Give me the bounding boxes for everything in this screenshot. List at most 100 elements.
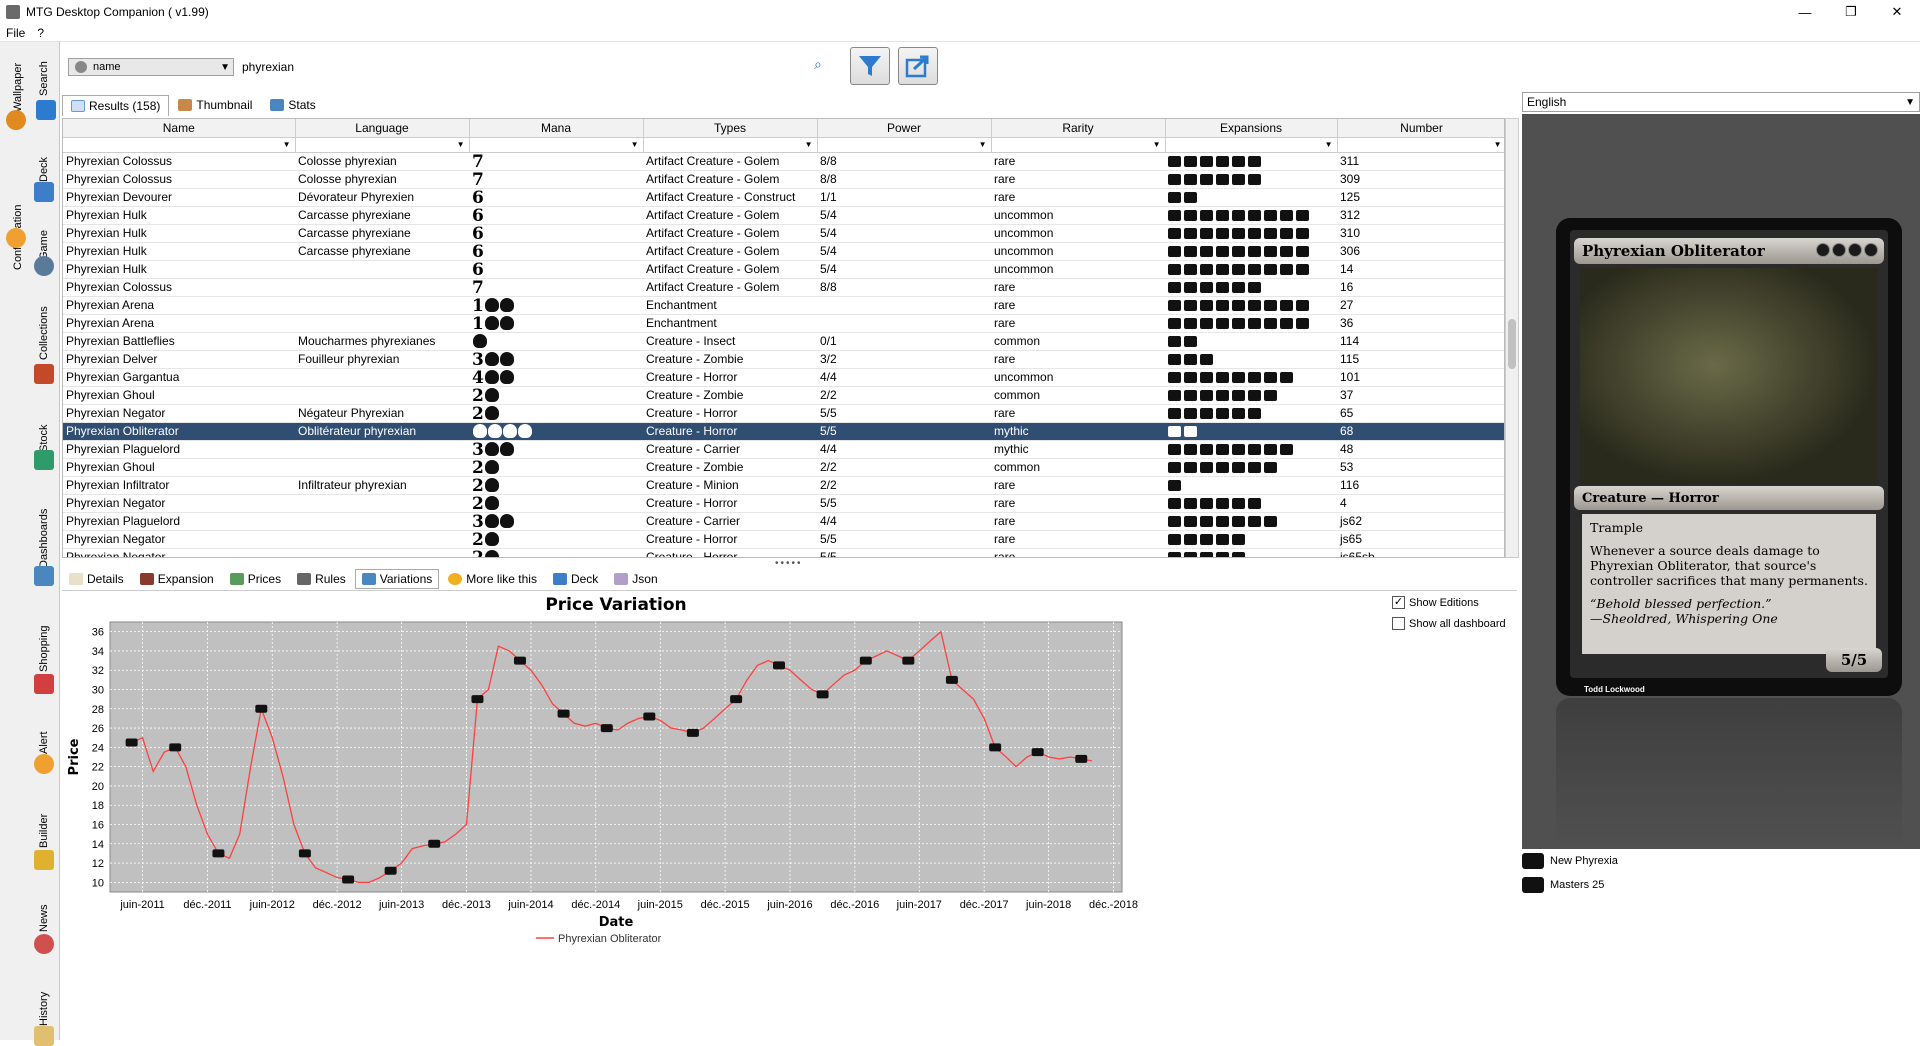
- results-table[interactable]: Name Language Mana Types Power Rarity Ex…: [62, 118, 1505, 558]
- tab-more-like-this[interactable]: More like this: [441, 569, 544, 589]
- export-button[interactable]: [898, 47, 938, 85]
- show-all-dashboard-checkbox[interactable]: Show all dashboard: [1392, 617, 1522, 630]
- nav-tab-history[interactable]: History: [38, 991, 50, 1026]
- table-row[interactable]: Phyrexian Arena 1 Enchantment rare 27: [63, 296, 1504, 315]
- edition-marker-icon: [169, 743, 182, 752]
- menu-file[interactable]: File: [6, 25, 26, 40]
- col-types[interactable]: Types: [643, 119, 818, 138]
- tab-details[interactable]: Details: [62, 569, 131, 589]
- minimize-button[interactable]: —: [1798, 4, 1812, 20]
- nav-tab-wallpaper[interactable]: Wallpaper: [12, 62, 24, 112]
- table-scrollbar[interactable]: [1505, 118, 1519, 558]
- maximize-button[interactable]: ❐: [1845, 4, 1857, 19]
- prices-icon: [229, 573, 244, 585]
- close-button[interactable]: ✕: [1891, 4, 1903, 19]
- cell-rarity: rare: [991, 278, 1165, 297]
- set-symbol-icon: [1168, 192, 1181, 204]
- filter-expansions[interactable]: ▼: [1165, 137, 1338, 153]
- col-rarity[interactable]: Rarity: [991, 119, 1166, 138]
- nav-tab-game[interactable]: Game: [38, 230, 50, 260]
- col-number[interactable]: Number: [1337, 119, 1504, 138]
- cell-number: js62: [1337, 512, 1504, 531]
- show-editions-checkbox[interactable]: ✓ Show Editions: [1392, 596, 1522, 609]
- nav-tab-alert[interactable]: Alert: [38, 731, 50, 754]
- filter-button[interactable]: [850, 47, 890, 85]
- tab-stats[interactable]: Stats: [261, 94, 324, 116]
- table-row[interactable]: Phyrexian Negator 2 Creature - Horror 5/5 ra…: [63, 530, 1504, 549]
- table-row[interactable]: Phyrexian Battleflies Moucharmes phyrexia…: [63, 332, 1504, 351]
- checkbox-checked: ✓: [1392, 596, 1405, 609]
- filter-name[interactable]: ▼: [63, 137, 296, 153]
- filter-types[interactable]: ▼: [643, 137, 818, 153]
- col-language[interactable]: Language: [295, 119, 470, 138]
- mana-generic: 3: [472, 512, 484, 530]
- nav-tab-dashboards[interactable]: Dashboards: [38, 508, 50, 568]
- table-row[interactable]: Phyrexian Arena 1 Enchantment rare 36: [63, 314, 1504, 333]
- table-row[interactable]: Phyrexian Plaguelord 3 Creature - Carrier 4…: [63, 512, 1504, 531]
- cell-number: 14: [1337, 260, 1504, 279]
- edition-item[interactable]: Masters 25: [1522, 873, 1920, 897]
- tab-rules[interactable]: Rules: [290, 569, 353, 589]
- col-power[interactable]: Power: [817, 119, 992, 138]
- nav-tab-search[interactable]: Search: [38, 61, 50, 96]
- nav-tab-configuration[interactable]: Configuration: [12, 150, 24, 270]
- filter-rarity[interactable]: ▼: [991, 137, 1166, 153]
- filter-power[interactable]: ▼: [817, 137, 992, 153]
- search-field-select[interactable]: name ▼: [68, 58, 234, 76]
- edition-marker-icon: [298, 849, 311, 858]
- tab-json[interactable]: Json: [607, 569, 664, 589]
- table-row[interactable]: Phyrexian Colossus Colosse phyrexian 7 Arti…: [63, 170, 1504, 189]
- nav-tab-news[interactable]: News: [38, 904, 50, 932]
- cell-types: Artifact Creature - Golem: [643, 278, 817, 297]
- split-handle[interactable]: •••••: [775, 558, 803, 569]
- table-row[interactable]: Phyrexian Gargantua 4 Creature - Horror 4/4…: [63, 368, 1504, 387]
- filter-language[interactable]: ▼: [295, 137, 470, 153]
- set-symbol-icon: [1216, 372, 1229, 384]
- table-row[interactable]: Phyrexian Delver Fouilleur phyrexian 3 Crea…: [63, 350, 1504, 369]
- cell-types: Creature - Horror: [643, 404, 817, 423]
- edition-item[interactable]: New Phyrexia: [1522, 849, 1920, 873]
- table-row[interactable]: Phyrexian Hulk Carcasse phyrexiane 6 Artifa…: [63, 206, 1504, 225]
- nav-tab-stock[interactable]: Stock: [38, 424, 50, 452]
- col-mana[interactable]: Mana: [469, 119, 644, 138]
- tab-results[interactable]: Results (158): [62, 95, 170, 116]
- table-row[interactable]: Phyrexian Plaguelord 3 Creature - Carrier 4…: [63, 440, 1504, 459]
- table-row[interactable]: Phyrexian Hulk Carcasse phyrexiane 6 Artifa…: [63, 242, 1504, 261]
- table-row[interactable]: Phyrexian Colossus Colosse phyrexian 7 Arti…: [63, 152, 1504, 171]
- col-expansions[interactable]: Expansions: [1165, 119, 1338, 138]
- scrollbar-thumb[interactable]: [1508, 319, 1516, 369]
- table-row[interactable]: Phyrexian Devourer Dévorateur Phyrexien 6 A…: [63, 188, 1504, 207]
- table-row[interactable]: Phyrexian Ghoul 2 Creature - Zombie 2/2 comm…: [63, 386, 1504, 405]
- tab-variations[interactable]: Variations: [354, 569, 440, 589]
- tab-prices[interactable]: Prices: [223, 569, 288, 589]
- table-row[interactable]: Phyrexian Obliterator Oblitérateur phyrex…: [63, 422, 1504, 441]
- table-row[interactable]: Phyrexian Hulk Carcasse phyrexiane 6 Artifa…: [63, 224, 1504, 243]
- nav-tab-builder[interactable]: Builder: [38, 813, 50, 848]
- filter-number[interactable]: ▼: [1337, 137, 1504, 153]
- table-row[interactable]: Phyrexian Negator 2 Creature - Horror 5/5 ra…: [63, 548, 1504, 557]
- col-name[interactable]: Name: [63, 119, 296, 138]
- table-row[interactable]: Phyrexian Infiltrator Infiltrateur phyrex…: [63, 476, 1504, 495]
- tab-deck[interactable]: Deck: [546, 569, 605, 589]
- menu-help[interactable]: ?: [37, 25, 45, 40]
- table-row[interactable]: Phyrexian Ghoul 2 Creature - Zombie 2/2 comm…: [63, 458, 1504, 477]
- edition-label: New Phyrexia: [1550, 855, 1618, 867]
- search-icon[interactable]: ⌕: [814, 56, 822, 72]
- set-symbol-icon: [1168, 246, 1181, 258]
- table-row[interactable]: Phyrexian Negator Négateur Phyrexian 2 Crea…: [63, 404, 1504, 423]
- table-row[interactable]: Phyrexian Colossus 7 Artifact Creature - G…: [63, 278, 1504, 297]
- chart-title: Price Variation: [545, 595, 686, 615]
- table-row[interactable]: Phyrexian Negator 2 Creature - Horror 5/5 ra…: [63, 494, 1504, 513]
- language-select[interactable]: English ▼: [1522, 92, 1920, 112]
- cell-types: Creature - Insect: [643, 332, 817, 351]
- nav-tab-deck[interactable]: Deck: [38, 156, 50, 182]
- table-row[interactable]: Phyrexian Hulk 6 Artifact Creature - Golem…: [63, 260, 1504, 279]
- tab-thumbnail[interactable]: Thumbnail: [169, 94, 261, 116]
- search-input[interactable]: phyrexian: [242, 60, 295, 74]
- card-image[interactable]: Phyrexian Obliterator Creature — Horror …: [1556, 218, 1902, 696]
- nav-tab-shopping[interactable]: Shopping: [38, 625, 50, 673]
- tab-expansion[interactable]: Expansion: [133, 569, 221, 589]
- nav-tab-collections[interactable]: Collections: [38, 306, 50, 360]
- set-symbol-icon: [1184, 192, 1197, 204]
- filter-mana[interactable]: ▼: [469, 137, 644, 153]
